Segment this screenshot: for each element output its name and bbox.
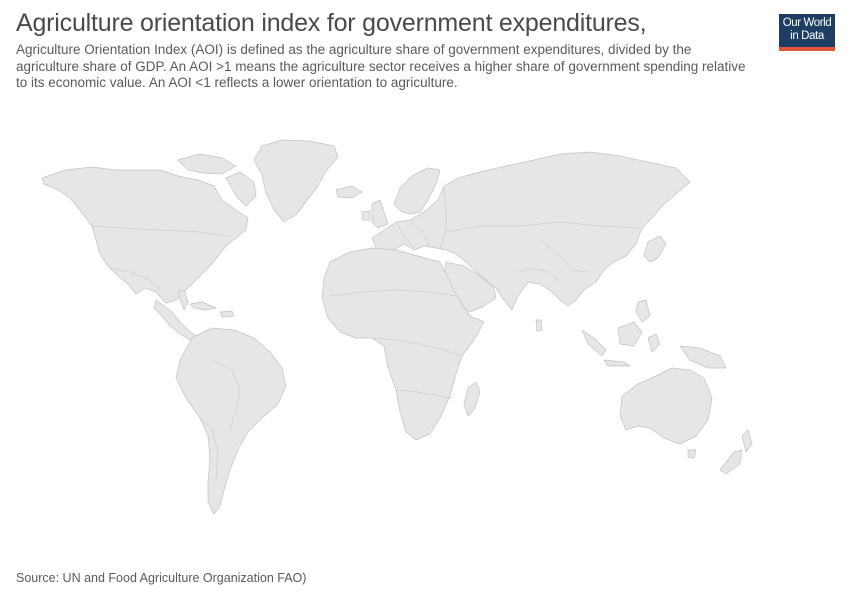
border-europe-asia — [439, 185, 447, 249]
border-central-africa — [371, 337, 463, 357]
border-india — [517, 267, 561, 283]
region-iceland[interactable] — [335, 185, 363, 199]
region-sri-lanka[interactable] — [535, 319, 543, 332]
border-brazil — [211, 359, 241, 431]
region-borneo[interactable] — [617, 321, 643, 347]
border-europe — [395, 219, 431, 249]
logo-line-2: in Data — [790, 30, 824, 42]
region-arctic-islands[interactable] — [177, 153, 237, 175]
region-madagascar[interactable] — [463, 381, 481, 417]
region-new-zealand-south[interactable] — [719, 449, 743, 475]
region-japan[interactable] — [643, 235, 667, 263]
region-philippines[interactable] — [635, 299, 651, 323]
region-ireland[interactable] — [361, 210, 371, 221]
region-florida[interactable] — [177, 289, 189, 311]
region-tasmania[interactable] — [687, 449, 697, 459]
logo-line-1: Our World — [782, 17, 832, 29]
region-new-zealand-north[interactable] — [741, 429, 753, 453]
region-hispaniola[interactable] — [219, 310, 235, 318]
region-south-america[interactable] — [175, 327, 287, 515]
owid-logo[interactable]: Our World in Data — [779, 14, 835, 51]
region-scandinavia[interactable] — [393, 167, 441, 215]
border-southern-africa — [395, 389, 453, 399]
region-central-america[interactable] — [153, 299, 197, 341]
border-russia-south — [445, 221, 641, 233]
region-australia[interactable] — [619, 367, 713, 445]
world-map[interactable] — [0, 120, 850, 560]
border-china-west — [539, 239, 589, 273]
region-north-america[interactable] — [41, 166, 249, 304]
region-new-guinea[interactable] — [679, 345, 727, 369]
region-sulawesi[interactable] — [647, 333, 661, 353]
region-baffin-island[interactable] — [225, 171, 257, 207]
border-canada-us — [91, 225, 227, 237]
border-us-mexico — [109, 267, 161, 291]
region-greenland[interactable] — [253, 139, 339, 223]
region-java[interactable] — [603, 359, 631, 367]
region-eurasia[interactable] — [371, 151, 691, 311]
chart-subtitle: Agriculture Orientation Index (AOI) is d… — [16, 42, 746, 90]
region-africa[interactable] — [321, 247, 485, 441]
region-great-britain[interactable] — [371, 199, 389, 229]
region-cuba[interactable] — [189, 301, 217, 311]
source-note: Source: UN and Food Agriculture Organiza… — [16, 571, 307, 585]
region-sumatra[interactable] — [581, 329, 607, 357]
border-sahara — [329, 289, 457, 297]
border-andes — [199, 417, 219, 481]
chart-title: Agriculture orientation index for govern… — [16, 9, 647, 37]
